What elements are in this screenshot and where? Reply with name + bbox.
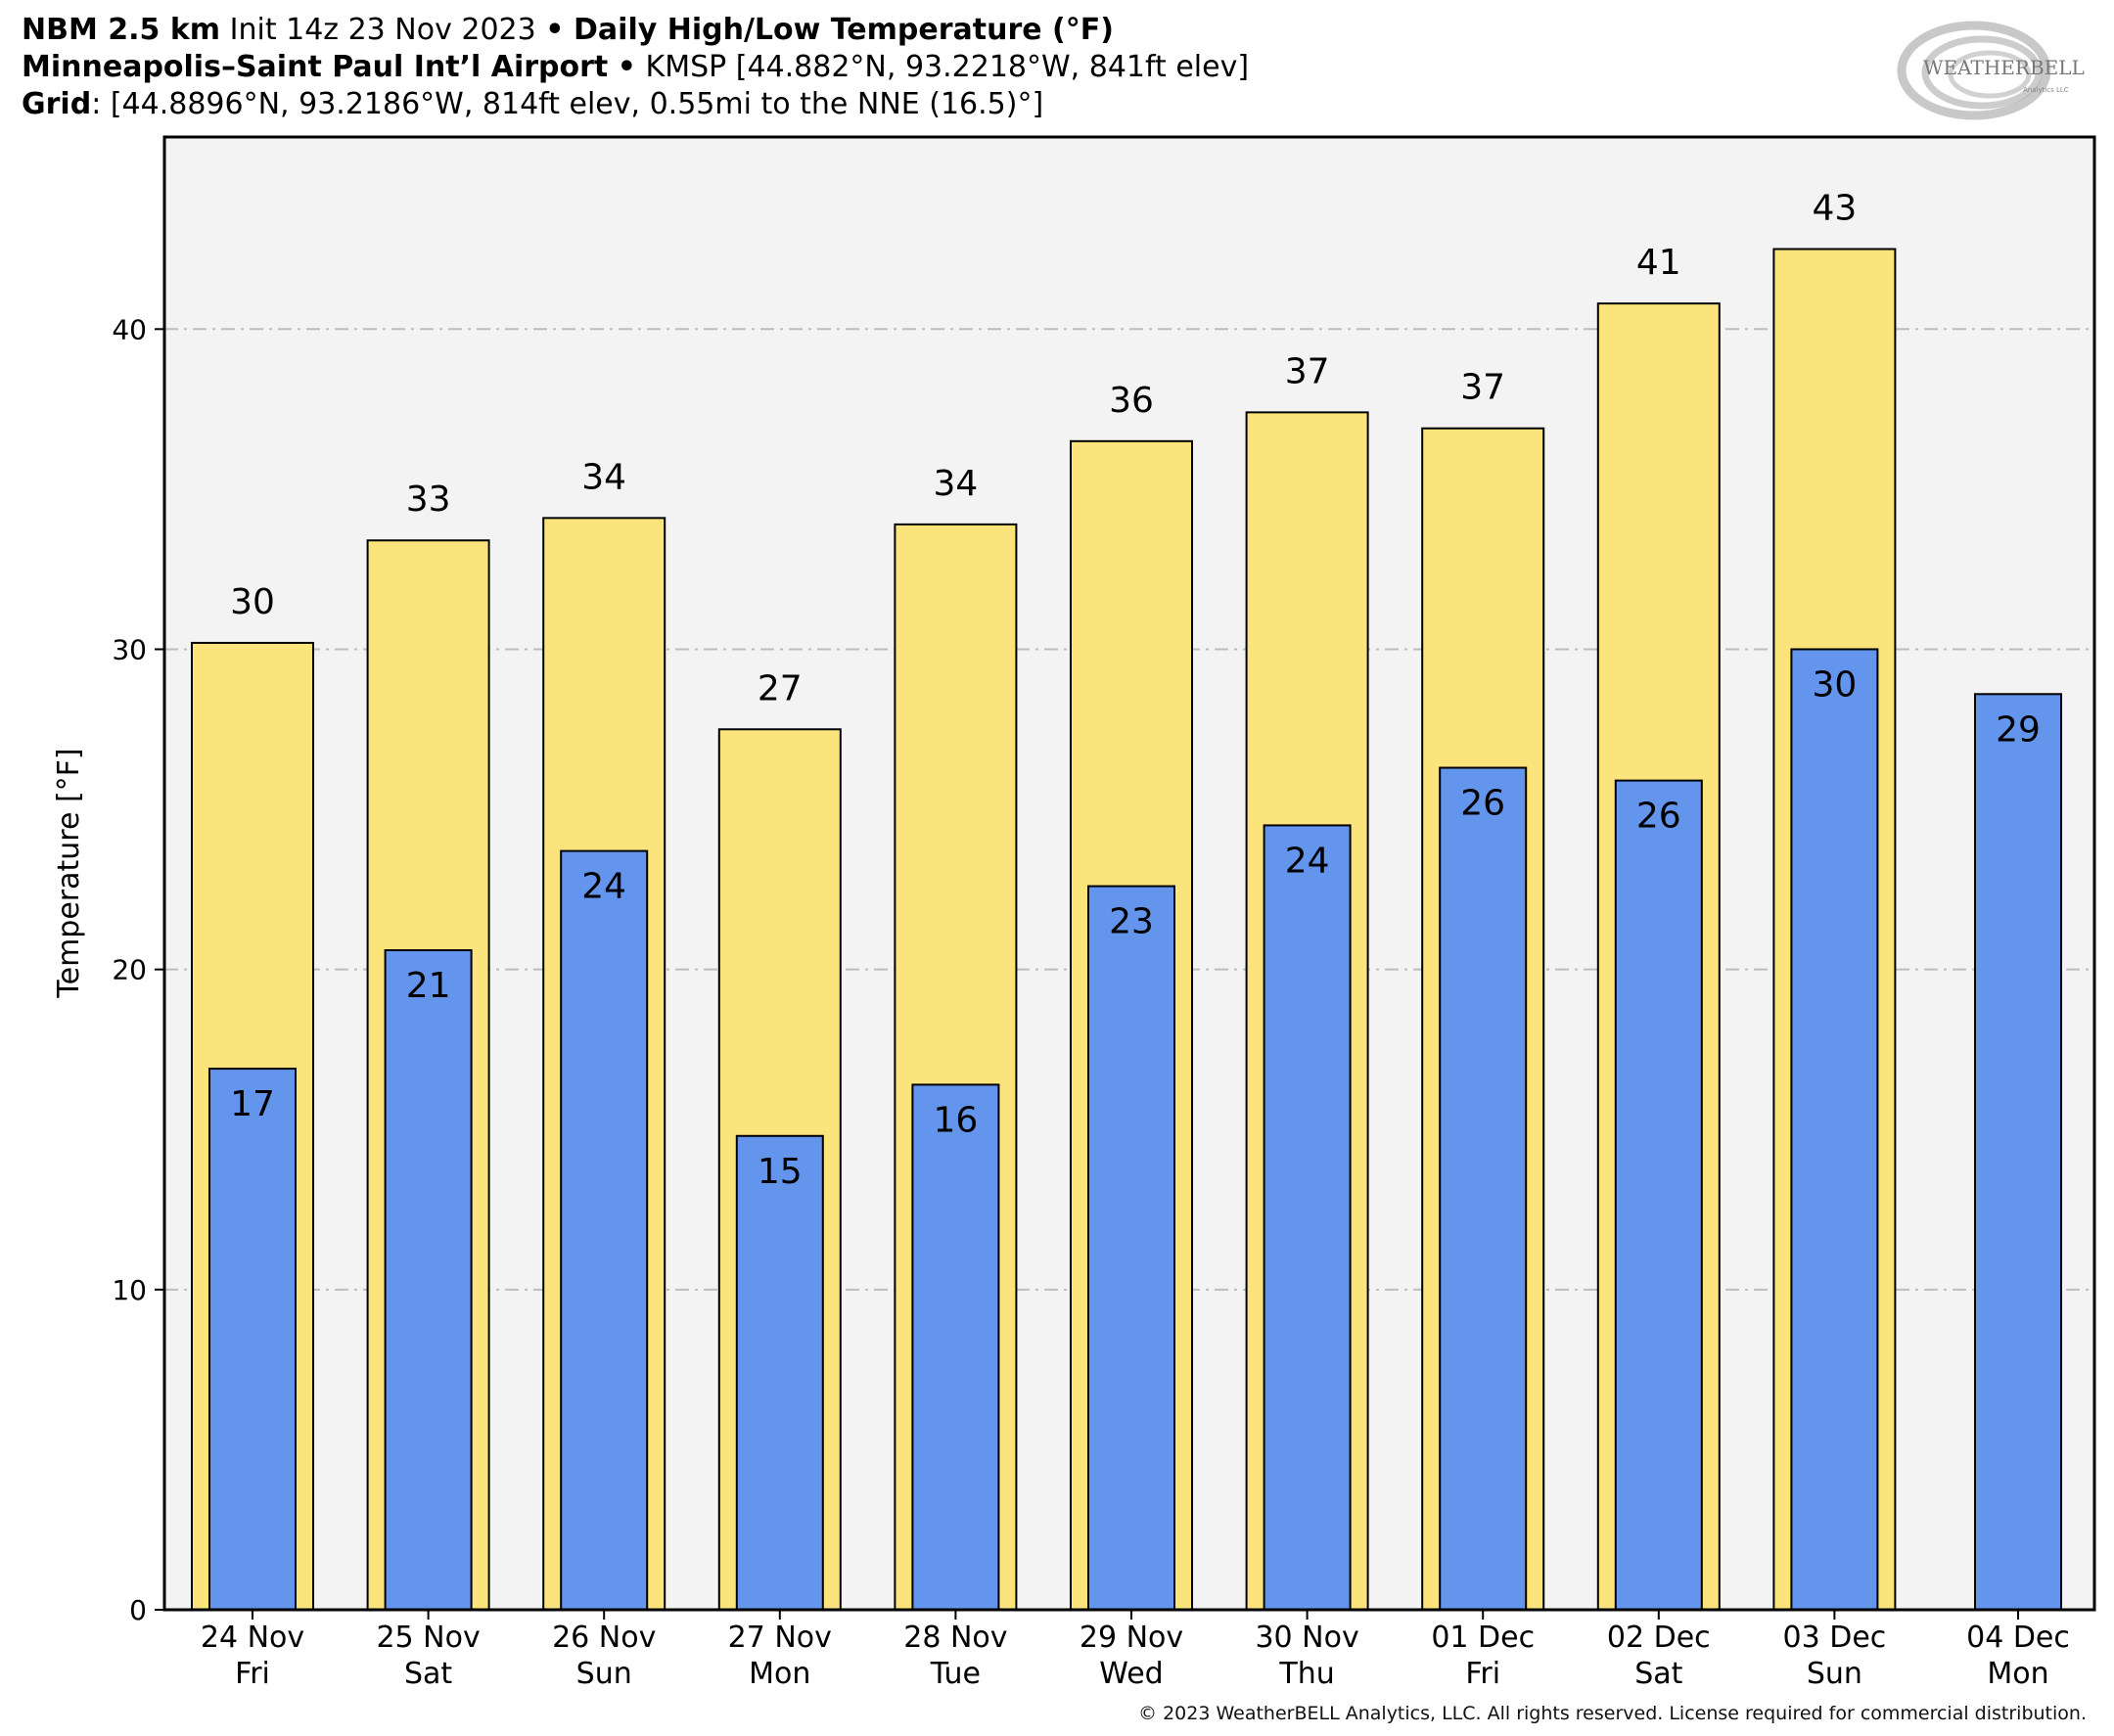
high-temp-label: 30 [230,582,275,622]
x-tick-weekday: Tue [930,1657,981,1691]
bar-labels: 30 17 33 21 34 24 27 15 34 16 36 23 37 24 37 26 41 26 43 30… [230,189,2041,1192]
x-tick-weekday: Sat [404,1657,452,1691]
logo-subtext: Analytics LLC [2023,86,2069,94]
x-tick-date: 02 Dec [1607,1621,1711,1655]
low-temp-label: 17 [230,1084,275,1124]
x-tick-date: 24 Nov [201,1621,304,1655]
low-temp-bar [1439,766,1528,1611]
low-temp-bar [1614,779,1703,1611]
header-line-1: NBM 2.5 km Init 14z 23 Nov 2023 • Daily … [22,12,1249,49]
x-tick-date: 26 Nov [552,1621,656,1655]
x-tick-weekday: Sun [1807,1657,1862,1691]
low-temp-label: 24 [581,867,626,907]
high-temp-label: 43 [1812,189,1857,229]
low-temp-label: 29 [1996,709,2041,750]
product-name: Daily High/Low Temperature (°F) [574,13,1114,47]
low-temp-label: 15 [758,1152,803,1192]
high-temp-label: 41 [1636,243,1681,283]
low-temp-bar [735,1134,824,1611]
y-tick-label: 10 [112,1274,147,1306]
x-tick-date: 01 Dec [1431,1621,1535,1655]
low-temp-bar [1087,885,1175,1611]
x-tick-weekday: Sat [1634,1657,1682,1691]
logo-text: WEATHERBELL [1923,56,2085,79]
x-tick-date: 03 Dec [1783,1621,1887,1655]
low-temp-bar [384,949,473,1611]
grid-info: : [44.8896°N, 93.2186°W, 814ft elev, 0.5… [91,87,1044,121]
y-axis: 0 10 20 30 40 [112,313,164,1626]
high-temp-label: 36 [1109,381,1154,421]
plot-frame [162,135,2096,1612]
separator: • [617,50,636,84]
header-line-2: Minneapolis–Saint Paul Int’l Airport • K… [22,49,1249,86]
x-tick-weekday: Fri [1465,1657,1500,1691]
grid-label: Grid [22,87,92,121]
y-tick-label: 0 [129,1594,147,1626]
station-info: KMSP [44.882°N, 93.2218°W, 841ft elev] [645,50,1250,84]
x-tick-weekday: Mon [749,1657,810,1691]
y-tick-label: 40 [112,313,147,345]
low-temp-label: 21 [406,966,451,1006]
header-line-3: Grid: [44.8896°N, 93.2186°W, 814ft elev,… [22,86,1249,123]
low-temp-label: 16 [933,1100,978,1140]
x-tick-weekday: Sun [576,1657,632,1691]
copyright-notice: © 2023 WeatherBELL Analytics, LLC. All r… [1138,1703,2087,1724]
high-temp-label: 33 [406,480,451,520]
y-tick-label: 20 [112,954,147,986]
model-name: NBM 2.5 km [22,13,221,47]
low-temp-bar [560,849,649,1611]
chart-header: NBM 2.5 km Init 14z 23 Nov 2023 • Daily … [22,12,1249,123]
low-temp-label: 26 [1636,797,1681,837]
station-name: Minneapolis–Saint Paul Int’l Airport [22,50,609,84]
init-time: Init 14z 23 Nov 2023 [229,13,536,47]
x-tick-weekday: Thu [1278,1657,1334,1691]
x-tick-date: 25 Nov [376,1621,480,1655]
high-temp-label: 27 [758,668,803,708]
high-temp-label: 34 [581,457,626,497]
weatherbell-logo: WEATHERBELL Analytics LLC [1897,21,2085,120]
low-temp-label: 26 [1460,784,1505,824]
high-temp-label: 34 [933,464,978,504]
y-axis-label: Temperature [°F] [52,748,86,998]
separator: • [545,13,565,47]
x-tick-weekday: Fri [235,1657,270,1691]
x-tick-date: 28 Nov [903,1621,1007,1655]
x-tick-weekday: Wed [1099,1657,1163,1691]
x-tick-date: 30 Nov [1255,1621,1358,1655]
low-temp-label: 24 [1285,841,1330,881]
low-temp-bar [208,1068,297,1611]
x-tick-date: 29 Nov [1080,1621,1183,1655]
low-temp-bar [1263,824,1352,1611]
high-temp-label: 37 [1460,368,1505,408]
x-tick-date: 27 Nov [728,1621,832,1655]
low-temp-bar [1974,693,2062,1611]
high-temp-label: 37 [1285,351,1330,391]
y-tick-label: 30 [112,633,147,665]
low-temp-bar [911,1083,1000,1612]
low-temp-label: 23 [1109,902,1154,942]
bars [191,248,2062,1612]
low-temp-bar [1790,648,1879,1611]
x-tick-weekday: Mon [1987,1657,2048,1691]
x-tick-date: 04 Dec [1966,1621,2070,1655]
low-temp-label: 30 [1812,664,1857,705]
